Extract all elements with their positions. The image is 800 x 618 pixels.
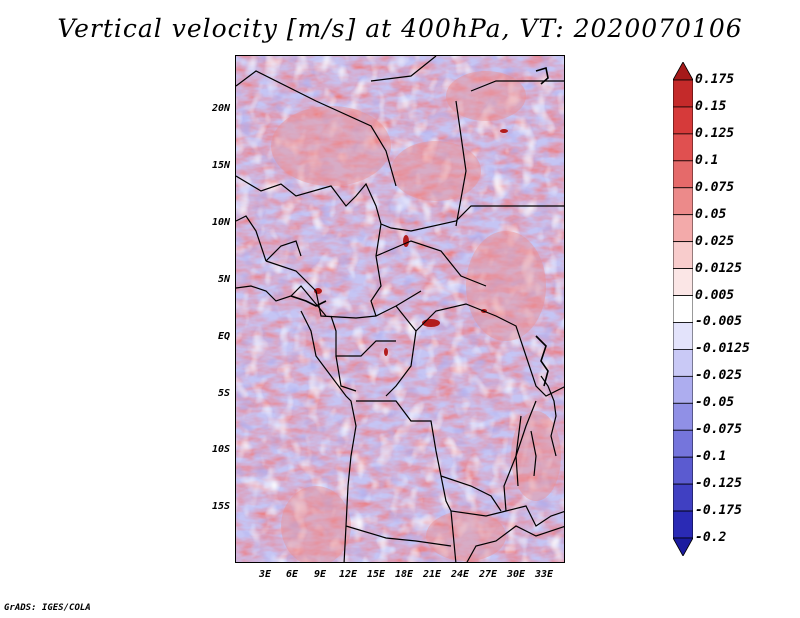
lat-label-20n: 20N bbox=[211, 103, 230, 114]
lat-label-15s: 15S bbox=[211, 501, 230, 512]
lat-label-eq: EQ bbox=[217, 331, 230, 342]
colorbar-level-label: -0.005 bbox=[695, 314, 742, 330]
colorbar-level-label: 0.125 bbox=[695, 125, 735, 141]
colorbar-segment bbox=[673, 187, 693, 216]
map-frame bbox=[235, 55, 565, 563]
lon-label-12e: 12E bbox=[338, 569, 358, 580]
colorbar-segment bbox=[673, 133, 693, 162]
colorbar-segment bbox=[673, 402, 693, 431]
colorbar-level-label: -0.025 bbox=[695, 368, 742, 384]
plot-title: Vertical velocity [m/s] at 400hPa, VT: 2… bbox=[57, 14, 743, 43]
colorbar-segment bbox=[673, 375, 693, 404]
colorbar-segment bbox=[673, 429, 693, 458]
colorbar-segment bbox=[673, 106, 693, 135]
colorbar-level-label: 0.025 bbox=[695, 233, 735, 249]
colorbar-segment bbox=[673, 214, 693, 243]
colorbar-level-label: -0.05 bbox=[695, 395, 735, 411]
colorbar-level-label: 0.05 bbox=[695, 206, 727, 222]
colorbar-segment bbox=[673, 62, 693, 81]
lat-label-5s: 5S bbox=[217, 388, 230, 399]
lon-label-24e: 24E bbox=[450, 569, 470, 580]
lon-label-30e: 30E bbox=[506, 569, 526, 580]
lat-label-5n: 5N bbox=[217, 274, 230, 285]
colorbar-segment bbox=[673, 456, 693, 485]
colorbar-level-label: -0.1 bbox=[695, 449, 727, 465]
colorbar-level-label: -0.2 bbox=[695, 530, 727, 545]
colorbar bbox=[673, 62, 693, 556]
colorbar-level-label: -0.0125 bbox=[695, 341, 750, 357]
lat-label-15n: 15N bbox=[211, 160, 230, 171]
colorbar-level-label: 0.0125 bbox=[695, 260, 742, 276]
colorbar-segment bbox=[673, 295, 693, 323]
lon-label-6e: 6E bbox=[285, 569, 299, 580]
colorbar-level-label: -0.075 bbox=[695, 422, 742, 438]
credit-text: GrADS: IGES/COLA bbox=[4, 603, 91, 613]
colorbar-segment bbox=[673, 79, 693, 108]
colorbar-segment bbox=[673, 349, 693, 377]
velocity-field bbox=[236, 56, 564, 562]
lon-label-18e: 18E bbox=[394, 569, 414, 580]
lat-label-10n: 10N bbox=[211, 217, 230, 228]
lon-label-21e: 21E bbox=[422, 569, 442, 580]
lon-label-3e: 3E bbox=[258, 569, 272, 580]
lon-label-9e: 9E bbox=[313, 569, 327, 580]
lat-label-10s: 10S bbox=[211, 444, 230, 455]
colorbar-segment bbox=[673, 483, 693, 512]
colorbar-level-label: -0.125 bbox=[695, 476, 742, 492]
colorbar-segment bbox=[673, 268, 693, 296]
colorbar-level-label: 0.15 bbox=[695, 98, 727, 114]
lon-label-27e: 27E bbox=[478, 569, 498, 580]
colorbar-segment bbox=[673, 510, 693, 539]
colorbar-segment bbox=[673, 241, 693, 269]
colorbar-segment bbox=[673, 322, 693, 350]
colorbar-level-label: 0.1 bbox=[695, 152, 719, 168]
colorbar-level-label: 0.005 bbox=[695, 287, 735, 303]
lon-label-15e: 15E bbox=[366, 569, 386, 580]
lon-label-33e: 33E bbox=[534, 569, 554, 580]
colorbar-segment bbox=[673, 160, 693, 189]
colorbar-segment bbox=[673, 537, 693, 556]
colorbar-level-label: 0.075 bbox=[695, 179, 735, 195]
colorbar-level-label: 0.175 bbox=[695, 72, 735, 87]
colorbar-level-label: -0.175 bbox=[695, 503, 742, 519]
